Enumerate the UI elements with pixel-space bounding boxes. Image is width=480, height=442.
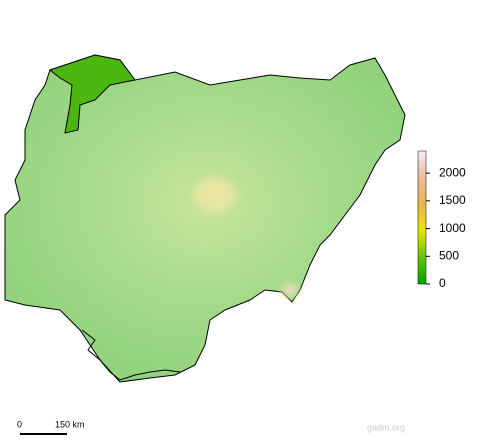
watermark: gadm.org xyxy=(367,422,405,432)
northwest-region xyxy=(48,54,136,134)
delta-coast xyxy=(81,329,181,381)
legend-tick-label: 500 xyxy=(439,248,459,262)
highland xyxy=(276,278,304,302)
legend-tick-label: 1500 xyxy=(439,193,466,207)
scale-start: 0 xyxy=(17,419,22,429)
scale-end: 150 km xyxy=(55,419,85,429)
scale-bar: 0 150 km xyxy=(17,419,85,435)
plateau xyxy=(185,170,245,220)
legend-tick-label: 0 xyxy=(439,276,446,290)
legend: 0 500 1000 1500 2000 xyxy=(417,150,466,290)
legend-tick-label: 2000 xyxy=(439,165,466,179)
country xyxy=(4,54,406,383)
legend-tick-label: 1000 xyxy=(439,221,466,235)
color-bar xyxy=(417,150,427,285)
